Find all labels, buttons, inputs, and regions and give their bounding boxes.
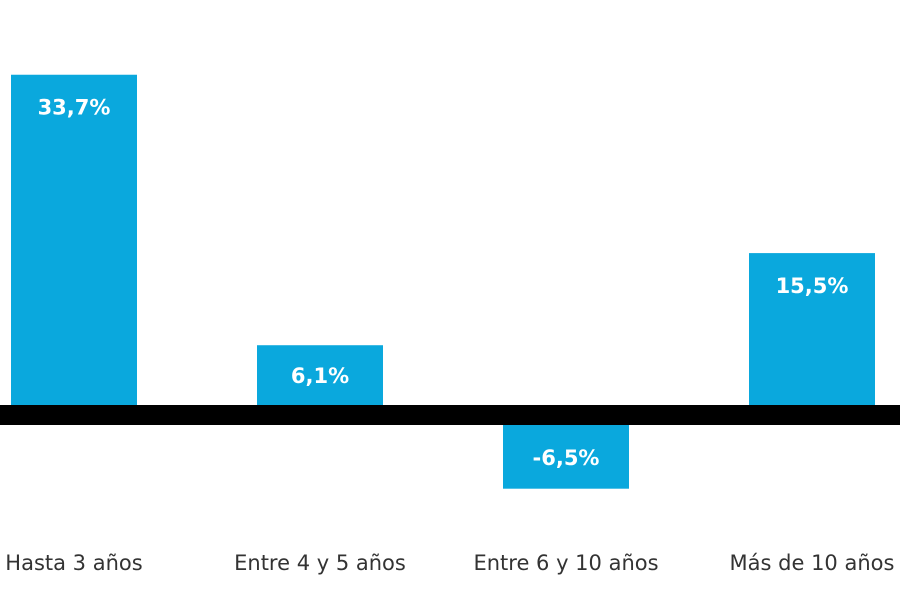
category-label-2: Entre 4 y 5 años: [234, 551, 406, 575]
value-label-1: 33,7%: [38, 96, 111, 120]
category-label-1: Hasta 3 años: [5, 551, 142, 575]
value-label-4: 15,5%: [776, 274, 849, 298]
bars-group: [11, 74, 875, 489]
category-labels-group: Hasta 3 años Entre 4 y 5 años Entre 6 y 10…: [5, 551, 894, 575]
value-labels-group: 33,7% 6,1% -6,5% 15,5%: [38, 96, 849, 470]
bar-2: [257, 345, 383, 405]
category-label-3: Entre 6 y 10 años: [473, 551, 658, 575]
value-label-2: 6,1%: [291, 364, 349, 388]
bar-3: [503, 425, 629, 489]
category-label-4: Más de 10 años: [730, 551, 895, 575]
value-label-3: -6,5%: [533, 446, 600, 470]
bar-4: [749, 253, 875, 405]
bar-1: [11, 74, 137, 406]
zero-axis-line: [0, 405, 900, 425]
